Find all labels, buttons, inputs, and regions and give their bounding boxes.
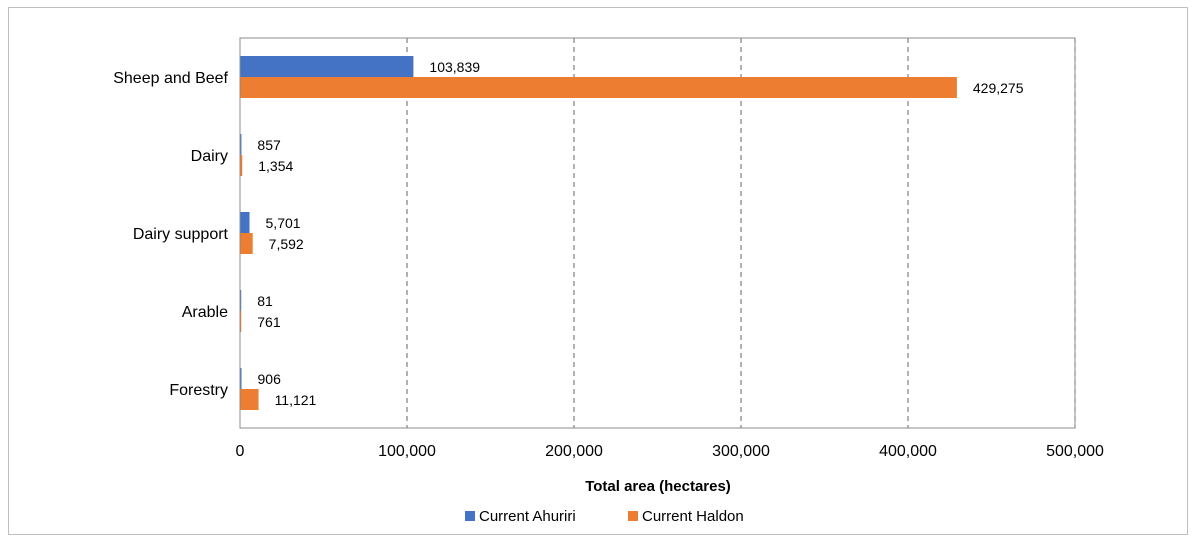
x-tick-label: 300,000 <box>712 443 770 460</box>
bar-ahuriri <box>240 134 242 155</box>
category-label: Dairy <box>191 148 228 165</box>
data-label: 429,275 <box>973 80 1024 96</box>
bar-haldon <box>240 389 259 410</box>
data-label: 5,701 <box>266 215 301 231</box>
plot-area-border <box>239 37 1076 429</box>
bars <box>240 56 957 410</box>
data-label: 11,121 <box>275 392 317 408</box>
category-label: Forestry <box>169 382 228 399</box>
bar-ahuriri <box>240 212 250 233</box>
legend: Current Ahuriri Current Haldon <box>465 508 744 525</box>
category-label: Sheep and Beef <box>113 70 228 87</box>
category-label: Dairy support <box>133 226 229 243</box>
data-label: 906 <box>258 371 282 387</box>
x-tick-label: 100,000 <box>378 443 436 460</box>
x-tick-label: 400,000 <box>879 443 937 460</box>
data-label: 761 <box>257 314 281 330</box>
bar-haldon <box>240 155 243 176</box>
data-label: 1,354 <box>258 158 293 174</box>
data-label: 857 <box>257 137 281 153</box>
x-tick-label: 200,000 <box>545 443 603 460</box>
bar-haldon <box>240 77 957 98</box>
legend-label: Current Ahuriri <box>479 508 576 525</box>
bar-ahuriri <box>240 368 242 389</box>
data-label: 7,592 <box>269 236 304 252</box>
legend-label: Current Haldon <box>642 508 744 525</box>
bar-ahuriri <box>240 290 242 311</box>
axes <box>239 37 1076 429</box>
data-label: 103,839 <box>429 59 480 75</box>
legend-swatch-haldon <box>628 511 638 521</box>
data-label: 81 <box>257 293 273 309</box>
bar-ahuriri <box>240 56 414 77</box>
labels: 0 100,000 200,000 300,000 400,000 500,000 Shee… <box>113 59 1104 460</box>
x-tick-label: 0 <box>236 443 245 460</box>
x-tick-label: 500,000 <box>1046 443 1104 460</box>
bar-haldon <box>240 233 253 254</box>
bar-haldon <box>240 311 242 332</box>
category-label: Arable <box>182 304 228 321</box>
x-axis-title: Total area (hectares) <box>585 478 731 495</box>
legend-swatch-ahuriri <box>465 511 475 521</box>
